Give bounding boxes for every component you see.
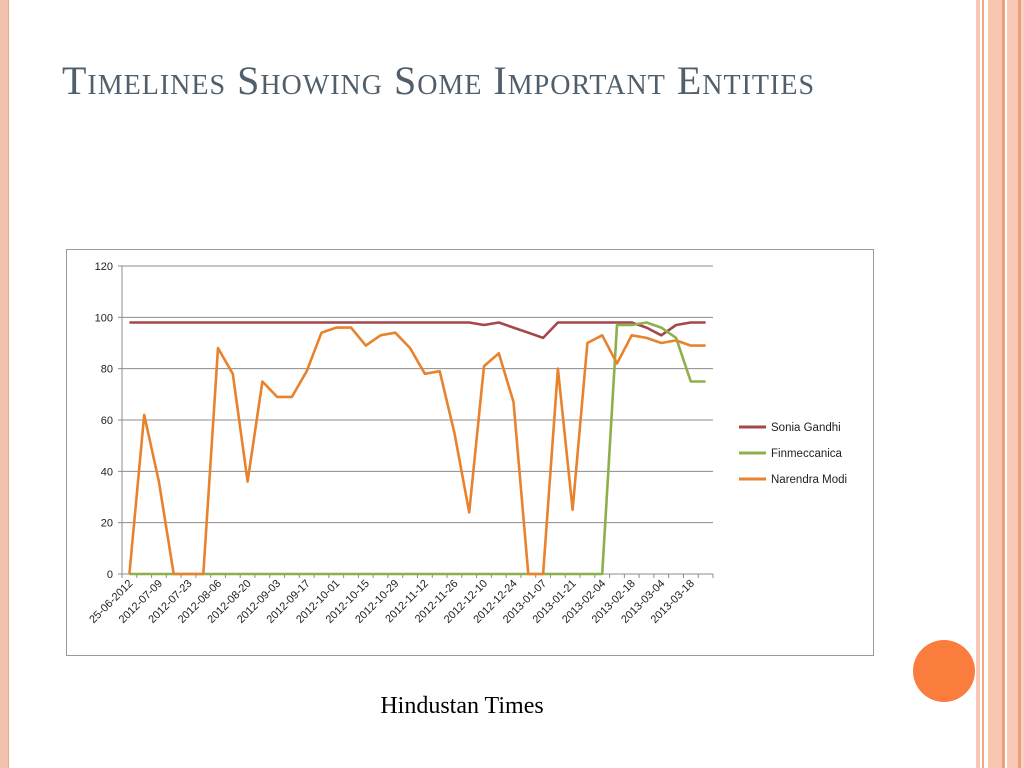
series-line-sonia-gandhi: [129, 321, 706, 340]
series-line-finmeccanica: [129, 321, 706, 576]
line-chart: 02040608010012025-06-20122012-07-092012-…: [87, 261, 847, 626]
legend-label: Sonia Gandhi: [771, 422, 841, 434]
right-decorative-stripes: [976, 0, 1024, 768]
slide-title: Timelines Showing Some Important Entitie…: [62, 58, 816, 103]
series-line-narendra-modi: [128, 326, 706, 576]
y-tick-label: 100: [95, 312, 113, 324]
y-tick-label: 0: [107, 569, 113, 581]
left-border: [0, 0, 8, 768]
y-tick-label: 120: [95, 261, 113, 273]
y-tick-label: 20: [101, 518, 113, 530]
legend-label: Narendra Modi: [771, 474, 847, 486]
accent-circle: [913, 640, 975, 702]
legend-label: Finmeccanica: [771, 448, 843, 460]
y-tick-label: 80: [101, 364, 113, 376]
y-tick-label: 40: [101, 466, 113, 478]
chart-container: 0 20 40 60 80 100 120 25-06-2012 2012-07-09 2012-…: [66, 249, 874, 656]
y-tick-label: 60: [101, 415, 113, 427]
slide-caption: Hindustan Times: [380, 693, 544, 719]
left-border-line: [8, 0, 9, 768]
